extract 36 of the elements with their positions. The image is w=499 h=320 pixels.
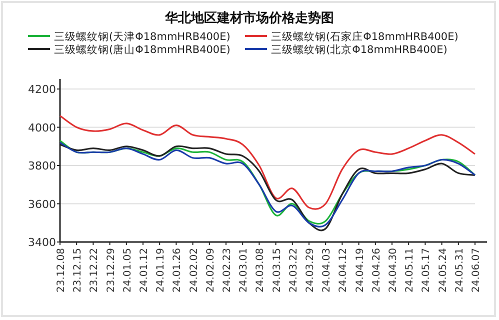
- x-tick-label: 24.03.15: [272, 248, 283, 293]
- legend-label: 三级螺纹钢(唐山Φ18mmHRB400E): [54, 43, 230, 56]
- x-tick-label: 24.04.26: [371, 248, 382, 293]
- x-tick-label: 24.03.01: [238, 248, 250, 293]
- x-tick-label: 24.01.19: [156, 248, 167, 293]
- x-tick-label: 24.04.30: [388, 248, 399, 293]
- x-tick-label: 24.02.02: [188, 248, 200, 293]
- y-tick-label: 3600: [28, 198, 56, 211]
- x-tick-label: 24.05.11: [404, 248, 416, 293]
- x-tick-label: 24.05.17: [421, 248, 432, 293]
- x-tick-label: 24.03.22: [288, 248, 300, 293]
- x-tick-label: 24.04.03: [322, 248, 333, 293]
- y-tick-label: 4000: [28, 121, 56, 134]
- x-tick-label: 24.03.29: [305, 248, 316, 293]
- y-tick-label: 3800: [28, 160, 56, 172]
- legend-label: 三级螺纹钢(石家庄Φ18mmHRB400E): [271, 30, 458, 43]
- x-tick-label: 23.12.08: [56, 248, 67, 293]
- x-tick-label: 24.01.12: [139, 248, 150, 293]
- y-tick-label: 4200: [28, 83, 56, 96]
- x-tick-label: 24.02.23: [222, 248, 233, 293]
- x-tick-label: 24.03.08: [255, 248, 266, 293]
- chart-title: 华北地区建材市场价格走势图: [164, 10, 334, 26]
- x-tick-label: 24.01.26: [172, 248, 184, 293]
- x-tick-label: 23.12.22: [89, 248, 100, 293]
- legend-label: 三级螺纹钢(北京Φ18mmHRB400E): [271, 43, 448, 56]
- y-tick-label: 3400: [28, 236, 56, 249]
- x-tick-label: 24.04.19: [354, 248, 366, 293]
- x-tick-label: 23.12.29: [106, 248, 117, 293]
- x-tick-label: 24.05.24: [438, 248, 449, 293]
- x-tick-label: 24.01.05: [122, 248, 134, 293]
- x-tick-label: 24.05.31: [454, 248, 466, 293]
- x-tick-label: 24.04.12: [338, 248, 350, 293]
- legend-label: 三级螺纹钢(天津Φ18mmHRB400E): [54, 30, 230, 43]
- x-tick-label: 23.12.15: [72, 248, 84, 293]
- x-tick-label: 24.06.07: [471, 248, 482, 293]
- x-tick-label: 24.02.09: [205, 248, 216, 293]
